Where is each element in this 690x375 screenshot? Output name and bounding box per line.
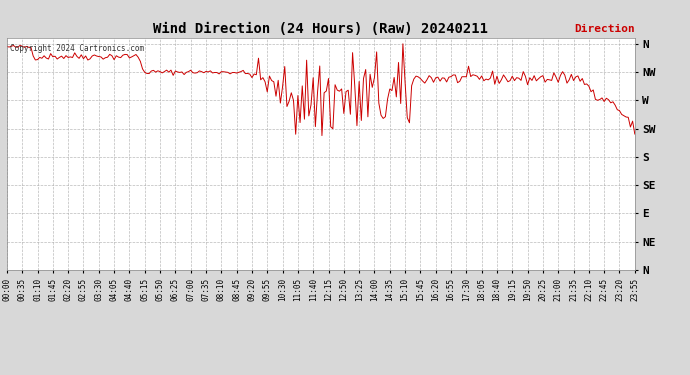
Text: Direction: Direction [574, 24, 635, 33]
Text: Copyright 2024 Cartronics.com: Copyright 2024 Cartronics.com [10, 45, 144, 54]
Title: Wind Direction (24 Hours) (Raw) 20240211: Wind Direction (24 Hours) (Raw) 20240211 [153, 22, 489, 36]
